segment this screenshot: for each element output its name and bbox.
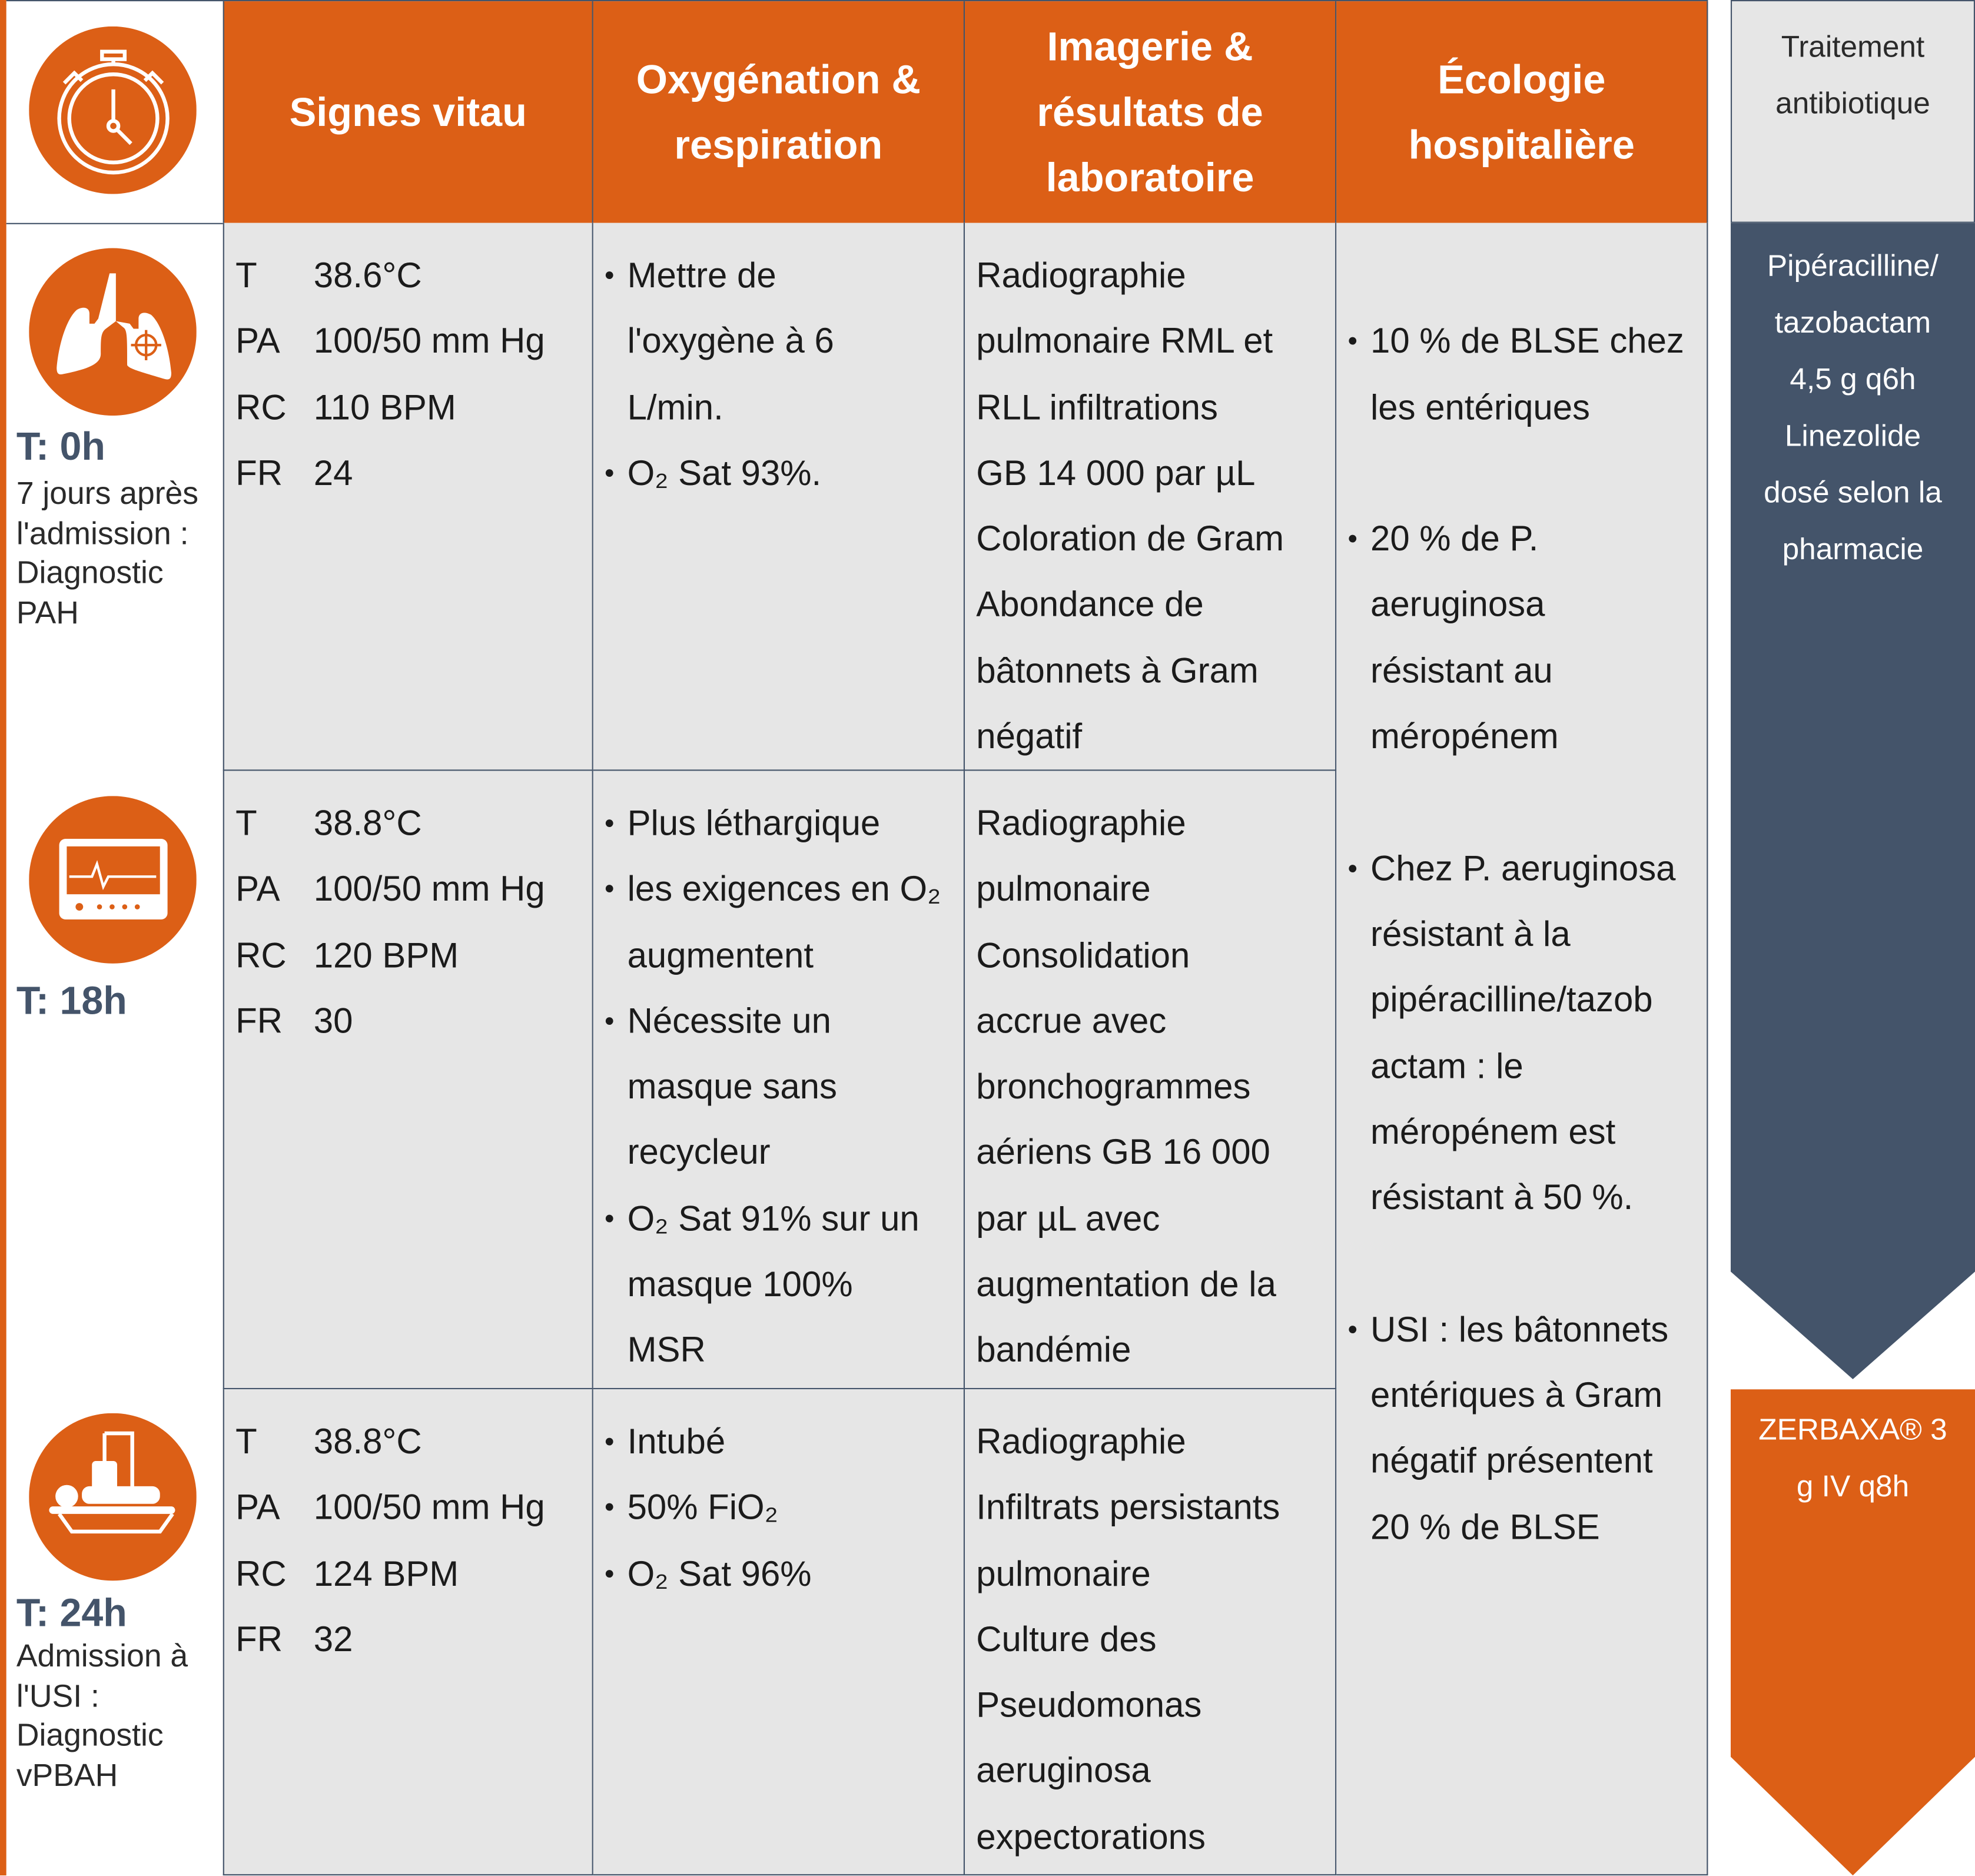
header-imaging: Imagerie & résultats de laboratoire: [965, 1, 1337, 223]
stopwatch-icon: [29, 26, 197, 194]
hospital-bed-icon: [29, 1413, 197, 1581]
treatment-header: Traitement antibiotique: [1730, 0, 1975, 223]
bullet-text: Chez P. aeruginosa résistant à la pipéra…: [1370, 848, 1676, 1217]
bullet-item: • Chez P. aeruginosa résistant à la pipér…: [1347, 836, 1707, 1231]
vital-row: FR 24: [235, 441, 592, 507]
row-time-label: T: 0h: [16, 424, 105, 469]
bullet-item: • Mettre de l'oxygène à 6 L/min.: [605, 243, 964, 441]
vital-row: FR 32: [235, 1607, 592, 1673]
vital-value: 24: [313, 453, 353, 493]
vital-value: 30: [313, 1001, 353, 1041]
bullet-text: Plus léthargique: [627, 803, 881, 843]
vital-row: PA 100/50 mm Hg: [235, 1475, 592, 1541]
vital-value: 110 BPM: [313, 387, 456, 427]
vital-value: 32: [313, 1619, 353, 1659]
vital-row: PA 100/50 mm Hg: [235, 857, 592, 923]
monitor-icon: [29, 796, 197, 964]
lungs-icon: [29, 248, 197, 416]
vital-value: 124 BPM: [313, 1553, 459, 1593]
header-oxygen: Oxygénation & respiration: [593, 1, 965, 223]
vital-label: FR: [235, 453, 283, 493]
vital-label: RC: [235, 935, 287, 975]
vital-row: RC 120 BPM: [235, 923, 592, 989]
header-ecology: Écologie hospitalière: [1336, 1, 1708, 223]
vital-row: RC 110 BPM: [235, 375, 592, 441]
bullet-item: • USI : les bâtonnets entériques à Gram n…: [1347, 1297, 1707, 1560]
vital-value: 38.8°C: [313, 803, 422, 843]
vital-value: 120 BPM: [313, 935, 459, 975]
divider: [6, 223, 223, 224]
bullet-text: USI : les bâtonnets entériques à Gram né…: [1370, 1309, 1669, 1546]
vital-label: FR: [235, 1619, 283, 1659]
left-accent-bar: [0, 0, 6, 1876]
vital-value: 100/50 mm Hg: [313, 869, 545, 909]
vital-label: FR: [235, 1001, 283, 1041]
bullet-text: 10 % de BLSE chez les entériques: [1370, 321, 1684, 427]
bullet-text: O₂ Sat 96%: [627, 1553, 812, 1593]
vital-row: T 38.8°C: [235, 1409, 592, 1475]
vital-label: PA: [235, 1487, 280, 1527]
bullet-item: • 10 % de BLSE chez les entériques: [1347, 309, 1707, 441]
vital-row: RC 124 BPM: [235, 1541, 592, 1607]
imaging-cell: Radiographie pulmonaire Consolidation ac…: [965, 771, 1337, 1390]
bullet-item: • Nécessite un masque sans recycleur: [605, 988, 964, 1186]
vital-row: T 38.6°C: [235, 243, 592, 309]
bullet-item: • 20 % de P. aeruginosa résistant au méro…: [1347, 507, 1707, 771]
treatment-initial-arrow: Pipéracilline/ tazobactam 4,5 g q6h Line…: [1730, 223, 1975, 1379]
bullet-item: • les exigences en O₂ augmentent: [605, 857, 964, 989]
vital-label: T: [235, 1422, 257, 1462]
vital-label: RC: [235, 1553, 287, 1593]
row-time-label: T: 24h: [16, 1591, 127, 1635]
row-subtitle: Admission à l'USI : Diagnostic vPBAH: [16, 1638, 188, 1793]
bullet-text: O₂ Sat 91% sur un masque 100% MSR: [627, 1198, 920, 1370]
bullet-item: • O₂ Sat 96%: [605, 1541, 964, 1607]
bullet-text: Nécessite un masque sans recycleur: [627, 1001, 837, 1172]
bullet-item: • O₂ Sat 91% sur un masque 100% MSR: [605, 1186, 964, 1384]
bullet-item: • Plus léthargique: [605, 791, 964, 857]
vital-value: 100/50 mm Hg: [313, 321, 545, 361]
header-vitals: Signes vitau: [223, 1, 593, 223]
imaging-cell: Radiographie Infiltrats persistants pulm…: [965, 1389, 1337, 1876]
bullet-item: • 50% FiO₂: [605, 1475, 964, 1541]
vitals-cell: T 38.8°C PA 100/50 mm Hg RC 120 BPM FR 30: [223, 771, 593, 1390]
vital-label: RC: [235, 387, 287, 427]
bullet-text: O₂ Sat 93%.: [627, 453, 822, 493]
bullet-item: • O₂ Sat 93%.: [605, 441, 964, 507]
bullet-text: 20 % de P. aeruginosa résistant au mérop…: [1370, 519, 1559, 756]
top-border: [6, 0, 1708, 2]
vital-label: PA: [235, 321, 280, 361]
row-time-label: T: 18h: [16, 978, 127, 1023]
vital-value: 100/50 mm Hg: [313, 1487, 545, 1527]
bullet-text: 50% FiO₂: [627, 1487, 778, 1527]
ecology-cell: • 10 % de BLSE chez les entériques • 20 % …: [1336, 223, 1708, 1876]
vital-value: 38.6°C: [313, 255, 422, 295]
bullet-text: Mettre de l'oxygène à 6 L/min.: [627, 255, 834, 427]
imaging-cell: Radiographie pulmonaire RML et RLL infil…: [965, 223, 1337, 771]
oxygen-cell: • Intubé • 50% FiO₂ • O₂ Sat 96%: [593, 1389, 965, 1876]
vital-row: PA 100/50 mm Hg: [235, 309, 592, 375]
vitals-cell: T 38.6°C PA 100/50 mm Hg RC 110 BPM FR 24: [223, 223, 593, 771]
oxygen-cell: • Plus léthargique • les exigences en O₂ au…: [593, 771, 965, 1390]
treatment-zerbaxa-arrow: ZERBAXA® 3 g IV q8h: [1730, 1389, 1975, 1876]
bullet-text: les exigences en O₂ augmentent: [627, 869, 941, 975]
row-subtitle: 7 jours après l'admission : Diagnostic P…: [16, 476, 199, 630]
vital-value: 38.8°C: [313, 1422, 422, 1462]
vital-label: T: [235, 803, 257, 843]
bullet-item: • Intubé: [605, 1409, 964, 1475]
vital-row: FR 30: [235, 988, 592, 1054]
vital-label: PA: [235, 869, 280, 909]
vitals-cell: T 38.8°C PA 100/50 mm Hg RC 124 BPM FR 32: [223, 1389, 593, 1876]
oxygen-cell: • Mettre de l'oxygène à 6 L/min. • O₂ Sat 9…: [593, 223, 965, 771]
bullet-text: Intubé: [627, 1422, 726, 1462]
vital-label: T: [235, 255, 257, 295]
vital-row: T 38.8°C: [235, 791, 592, 857]
